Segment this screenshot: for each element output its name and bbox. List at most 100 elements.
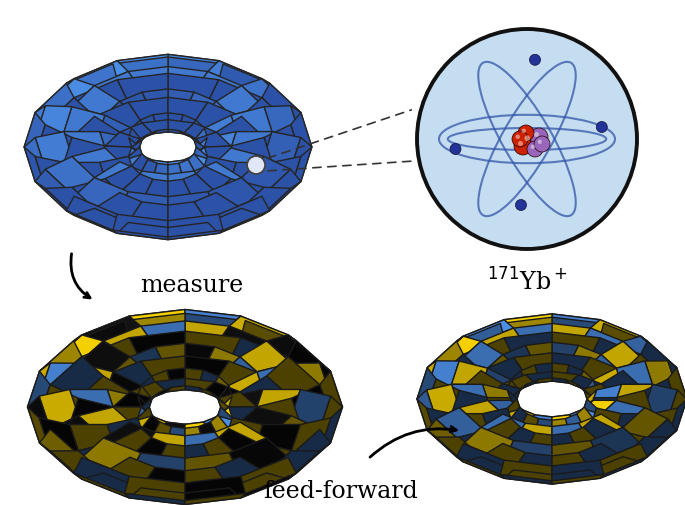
Polygon shape bbox=[105, 102, 140, 129]
Polygon shape bbox=[241, 317, 297, 341]
Polygon shape bbox=[142, 161, 168, 175]
Polygon shape bbox=[82, 438, 141, 476]
Polygon shape bbox=[590, 320, 640, 341]
Polygon shape bbox=[141, 407, 160, 422]
Polygon shape bbox=[593, 398, 621, 414]
Polygon shape bbox=[203, 416, 240, 432]
Polygon shape bbox=[113, 58, 168, 80]
Polygon shape bbox=[584, 399, 597, 419]
Polygon shape bbox=[40, 429, 82, 473]
Polygon shape bbox=[185, 453, 241, 483]
Polygon shape bbox=[584, 419, 616, 443]
Polygon shape bbox=[95, 72, 142, 102]
Polygon shape bbox=[142, 120, 168, 134]
Polygon shape bbox=[320, 396, 342, 443]
Polygon shape bbox=[514, 423, 552, 445]
Polygon shape bbox=[185, 386, 203, 392]
Polygon shape bbox=[565, 409, 584, 419]
Polygon shape bbox=[616, 414, 652, 437]
Polygon shape bbox=[257, 390, 301, 416]
Polygon shape bbox=[141, 377, 160, 399]
Polygon shape bbox=[141, 415, 160, 438]
Polygon shape bbox=[35, 157, 72, 189]
Polygon shape bbox=[584, 390, 597, 408]
Polygon shape bbox=[320, 407, 342, 451]
Polygon shape bbox=[138, 407, 152, 429]
Polygon shape bbox=[451, 390, 488, 414]
Polygon shape bbox=[288, 341, 330, 385]
Polygon shape bbox=[503, 346, 535, 371]
Polygon shape bbox=[482, 369, 511, 390]
Polygon shape bbox=[427, 361, 459, 390]
Polygon shape bbox=[95, 163, 142, 192]
Polygon shape bbox=[196, 167, 231, 193]
Polygon shape bbox=[155, 444, 185, 471]
Circle shape bbox=[512, 132, 528, 147]
Polygon shape bbox=[481, 328, 525, 355]
Polygon shape bbox=[155, 343, 185, 371]
Polygon shape bbox=[229, 338, 288, 376]
Polygon shape bbox=[668, 368, 685, 408]
Polygon shape bbox=[216, 179, 264, 209]
Polygon shape bbox=[503, 375, 535, 389]
Polygon shape bbox=[292, 385, 331, 425]
Polygon shape bbox=[103, 327, 155, 357]
Polygon shape bbox=[203, 347, 240, 377]
Polygon shape bbox=[204, 116, 236, 138]
Polygon shape bbox=[40, 335, 82, 372]
Polygon shape bbox=[179, 131, 196, 140]
Polygon shape bbox=[219, 429, 257, 458]
Polygon shape bbox=[35, 80, 74, 113]
Polygon shape bbox=[73, 317, 129, 341]
Polygon shape bbox=[138, 399, 152, 418]
Polygon shape bbox=[95, 193, 142, 223]
Polygon shape bbox=[125, 310, 185, 321]
Polygon shape bbox=[113, 429, 151, 458]
Text: $^{171}$Yb$^+$: $^{171}$Yb$^+$ bbox=[486, 268, 567, 294]
Polygon shape bbox=[204, 147, 236, 163]
Polygon shape bbox=[229, 438, 288, 476]
Polygon shape bbox=[151, 371, 171, 392]
Polygon shape bbox=[103, 458, 155, 488]
Polygon shape bbox=[231, 132, 272, 157]
Polygon shape bbox=[417, 361, 436, 399]
Polygon shape bbox=[552, 363, 569, 380]
Polygon shape bbox=[525, 415, 552, 427]
Polygon shape bbox=[168, 192, 219, 221]
Polygon shape bbox=[552, 314, 600, 328]
Polygon shape bbox=[35, 170, 74, 211]
Polygon shape bbox=[183, 156, 216, 172]
Polygon shape bbox=[451, 414, 488, 437]
Polygon shape bbox=[215, 327, 266, 357]
Polygon shape bbox=[668, 390, 685, 430]
Circle shape bbox=[597, 122, 608, 133]
Polygon shape bbox=[645, 408, 677, 437]
Polygon shape bbox=[552, 452, 590, 475]
Polygon shape bbox=[141, 432, 185, 458]
Polygon shape bbox=[600, 320, 647, 341]
Polygon shape bbox=[590, 428, 640, 460]
Polygon shape bbox=[514, 452, 552, 475]
Polygon shape bbox=[108, 372, 141, 396]
Polygon shape bbox=[199, 416, 219, 427]
Polygon shape bbox=[82, 473, 141, 498]
Polygon shape bbox=[168, 114, 183, 131]
Polygon shape bbox=[74, 209, 128, 234]
Polygon shape bbox=[183, 124, 216, 140]
Polygon shape bbox=[257, 364, 301, 390]
Polygon shape bbox=[552, 332, 600, 358]
Polygon shape bbox=[242, 157, 290, 197]
Polygon shape bbox=[168, 55, 223, 65]
Polygon shape bbox=[535, 378, 552, 383]
Polygon shape bbox=[577, 400, 593, 414]
Polygon shape bbox=[427, 408, 459, 437]
Polygon shape bbox=[552, 441, 600, 466]
Polygon shape bbox=[623, 355, 668, 390]
Polygon shape bbox=[74, 178, 128, 215]
Polygon shape bbox=[488, 384, 521, 398]
Polygon shape bbox=[569, 346, 601, 371]
Polygon shape bbox=[229, 372, 263, 396]
Polygon shape bbox=[231, 108, 272, 132]
Polygon shape bbox=[552, 419, 569, 435]
Polygon shape bbox=[70, 398, 113, 425]
